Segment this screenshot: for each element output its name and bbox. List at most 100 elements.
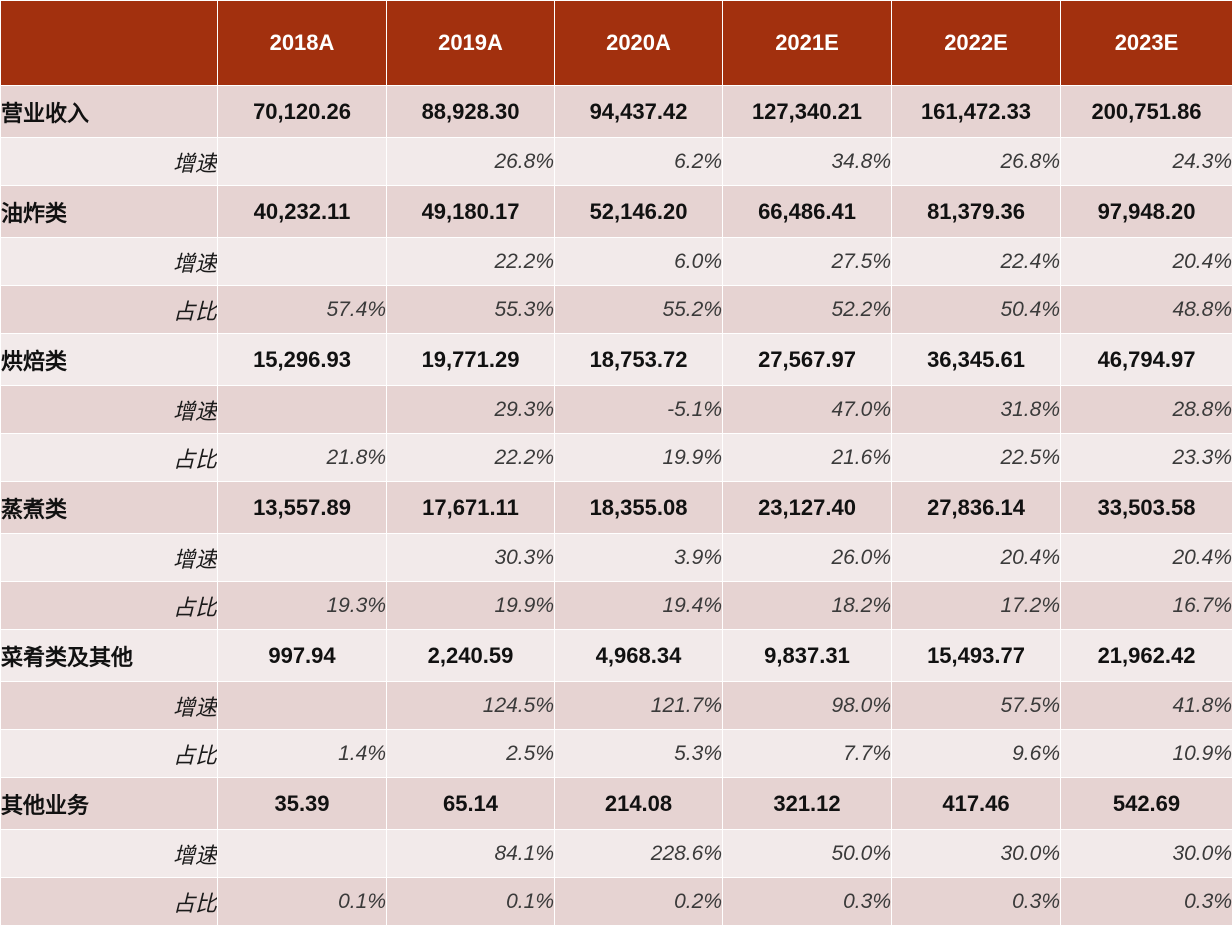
percent-cell: 57.4% [218, 286, 387, 334]
percent-cell: 22.5% [892, 434, 1061, 482]
value-cell: 200,751.86 [1061, 86, 1232, 138]
percent-cell: 28.8% [1061, 386, 1232, 434]
percent-cell [218, 238, 387, 286]
value-cell: 127,340.21 [723, 86, 892, 138]
growth-row: 增速 26.8% 6.2% 34.8% 26.8% 24.3% [1, 138, 1232, 186]
financial-forecast-table: 2018A 2019A 2020A 2021E 2022E 2023E 营业收入… [0, 0, 1232, 926]
percent-cell: 17.2% [892, 582, 1061, 630]
percent-cell: 7.7% [723, 730, 892, 778]
percent-cell: 52.2% [723, 286, 892, 334]
value-cell: 27,567.97 [723, 334, 892, 386]
percent-cell: 21.8% [218, 434, 387, 482]
percent-cell: 2.5% [387, 730, 555, 778]
value-cell: 18,355.08 [555, 482, 723, 534]
value-cell: 65.14 [387, 778, 555, 830]
percent-cell: 26.0% [723, 534, 892, 582]
value-cell: 33,503.58 [1061, 482, 1232, 534]
growth-row: 增速 29.3% -5.1% 47.0% 31.8% 28.8% [1, 386, 1232, 434]
year-header: 2019A [387, 1, 555, 86]
header-row: 2018A 2019A 2020A 2021E 2022E 2023E [1, 1, 1232, 86]
percent-cell: 26.8% [387, 138, 555, 186]
category-row: 油炸类 40,232.11 49,180.17 52,146.20 66,486.41 8… [1, 186, 1232, 238]
value-cell: 321.12 [723, 778, 892, 830]
metric-label: 增速 [1, 238, 218, 286]
category-label: 油炸类 [1, 186, 218, 238]
percent-cell: 5.3% [555, 730, 723, 778]
percent-cell: 228.6% [555, 830, 723, 878]
value-cell: 997.94 [218, 630, 387, 682]
value-cell: 542.69 [1061, 778, 1232, 830]
percent-cell: 10.9% [1061, 730, 1232, 778]
percent-cell: 124.5% [387, 682, 555, 730]
percent-cell: 0.3% [1061, 878, 1232, 926]
value-cell: 52,146.20 [555, 186, 723, 238]
category-label: 烘焙类 [1, 334, 218, 386]
percent-cell: 22.4% [892, 238, 1061, 286]
percent-cell: 0.1% [387, 878, 555, 926]
percent-cell: 27.5% [723, 238, 892, 286]
metric-label: 占比 [1, 730, 218, 778]
value-cell: 161,472.33 [892, 86, 1061, 138]
percent-cell: 19.9% [387, 582, 555, 630]
category-label: 其他业务 [1, 778, 218, 830]
value-cell: 94,437.42 [555, 86, 723, 138]
growth-row: 增速 30.3% 3.9% 26.0% 20.4% 20.4% [1, 534, 1232, 582]
value-cell: 17,671.11 [387, 482, 555, 534]
percent-cell: 98.0% [723, 682, 892, 730]
corner-cell [1, 1, 218, 86]
value-cell: 23,127.40 [723, 482, 892, 534]
percent-cell: 0.1% [218, 878, 387, 926]
percent-cell: 47.0% [723, 386, 892, 434]
category-label: 菜肴类及其他 [1, 630, 218, 682]
percent-cell: 57.5% [892, 682, 1061, 730]
percent-cell [218, 682, 387, 730]
percent-cell: 26.8% [892, 138, 1061, 186]
percent-cell: 29.3% [387, 386, 555, 434]
value-cell: 21,962.42 [1061, 630, 1232, 682]
percent-cell: 55.3% [387, 286, 555, 334]
percent-cell: 22.2% [387, 238, 555, 286]
percent-cell: 20.4% [892, 534, 1061, 582]
growth-row: 增速 84.1% 228.6% 50.0% 30.0% 30.0% [1, 830, 1232, 878]
share-row: 占比 19.3% 19.9% 19.4% 18.2% 17.2% 16.7% [1, 582, 1232, 630]
value-cell: 18,753.72 [555, 334, 723, 386]
percent-cell: 84.1% [387, 830, 555, 878]
category-label: 营业收入 [1, 86, 218, 138]
year-header: 2023E [1061, 1, 1232, 86]
value-cell: 13,557.89 [218, 482, 387, 534]
value-cell: 40,232.11 [218, 186, 387, 238]
percent-cell: 19.4% [555, 582, 723, 630]
percent-cell: 6.2% [555, 138, 723, 186]
percent-cell: 0.3% [723, 878, 892, 926]
value-cell: 2,240.59 [387, 630, 555, 682]
category-row: 蒸煮类 13,557.89 17,671.11 18,355.08 23,127.40 2… [1, 482, 1232, 534]
value-cell: 35.39 [218, 778, 387, 830]
metric-label: 增速 [1, 386, 218, 434]
year-header: 2022E [892, 1, 1061, 86]
percent-cell: 9.6% [892, 730, 1061, 778]
percent-cell: 20.4% [1061, 534, 1232, 582]
year-header: 2018A [218, 1, 387, 86]
value-cell: 97,948.20 [1061, 186, 1232, 238]
value-cell: 214.08 [555, 778, 723, 830]
table-body: 营业收入 70,120.26 88,928.30 94,437.42 127,340.2… [1, 86, 1232, 926]
percent-cell: 21.6% [723, 434, 892, 482]
percent-cell: 19.3% [218, 582, 387, 630]
percent-cell: 18.2% [723, 582, 892, 630]
value-cell: 88,928.30 [387, 86, 555, 138]
percent-cell [218, 830, 387, 878]
percent-cell: 55.2% [555, 286, 723, 334]
percent-cell: 3.9% [555, 534, 723, 582]
percent-cell: 50.4% [892, 286, 1061, 334]
value-cell: 36,345.61 [892, 334, 1061, 386]
value-cell: 417.46 [892, 778, 1061, 830]
year-header: 2020A [555, 1, 723, 86]
share-row: 占比 21.8% 22.2% 19.9% 21.6% 22.5% 23.3% [1, 434, 1232, 482]
percent-cell: 50.0% [723, 830, 892, 878]
category-row: 营业收入 70,120.26 88,928.30 94,437.42 127,340.2… [1, 86, 1232, 138]
percent-cell [218, 534, 387, 582]
value-cell: 9,837.31 [723, 630, 892, 682]
category-row: 烘焙类 15,296.93 19,771.29 18,753.72 27,567.97 3… [1, 334, 1232, 386]
metric-label: 增速 [1, 138, 218, 186]
value-cell: 4,968.34 [555, 630, 723, 682]
